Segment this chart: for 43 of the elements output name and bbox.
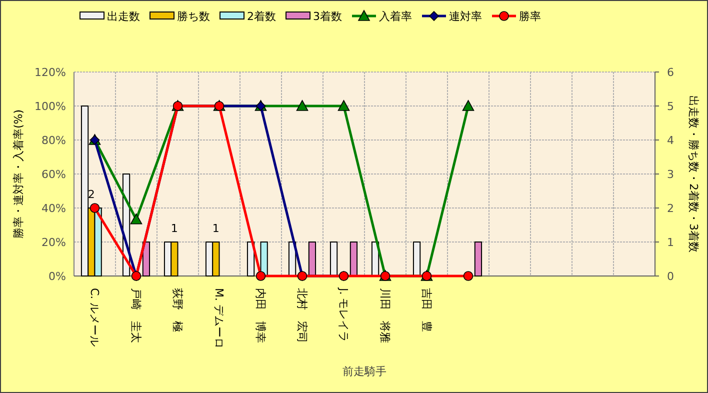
- data-label: 1: [212, 222, 220, 235]
- data-label: 2: [88, 188, 95, 201]
- y-tick-label: 80%: [42, 134, 66, 147]
- x-tick-label: 内田 博幸: [254, 288, 267, 343]
- y2-axis-title: 出走数・勝ち数・2着数・3着数: [687, 96, 700, 252]
- y2-tick-label: 1: [667, 236, 674, 249]
- point: [463, 271, 474, 281]
- x-tick-label: 川田 将雅: [378, 288, 392, 343]
- legend-label: 勝ち数: [177, 10, 210, 23]
- legend-label: 勝率: [519, 10, 541, 23]
- point: [90, 203, 100, 213]
- y2-tick-label: 3: [667, 168, 674, 181]
- point: [338, 100, 350, 111]
- x-tick-label: C. ルメール: [88, 288, 101, 347]
- y-tick-label: 20%: [42, 236, 66, 249]
- x-axis-title: 前走騎手: [342, 365, 386, 378]
- y2-tick-label: 2: [667, 202, 674, 215]
- point: [296, 100, 308, 111]
- y-tick-label: 0%: [48, 270, 66, 283]
- y2-tick-label: 5: [667, 100, 674, 113]
- y2-tick-label: 0: [667, 270, 674, 283]
- point: [462, 100, 474, 111]
- x-tick-label: J. モレイラ: [336, 287, 350, 342]
- legend-label: 出走数: [107, 10, 140, 23]
- legend-label: 2着数: [247, 10, 276, 23]
- legend-label: 入着率: [379, 10, 412, 23]
- y-tick-label: 60%: [42, 168, 66, 181]
- x-tick-label: 吉田 豊: [420, 288, 433, 332]
- y-tick-label: 100%: [34, 100, 66, 113]
- y-tick-label: 40%: [42, 202, 66, 215]
- data-label: 1: [170, 222, 178, 235]
- x-tick-label: 北村 宏司: [295, 288, 308, 343]
- legend-label: 連対率: [449, 10, 482, 23]
- y2-tick-label: 6: [667, 66, 674, 79]
- x-tick-label: 荻野 極: [170, 288, 184, 332]
- point: [130, 213, 142, 224]
- legend-label: 3着数: [313, 10, 342, 23]
- x-tick-label: 戸崎 圭太: [129, 288, 142, 343]
- y-tick-label: 120%: [34, 66, 66, 79]
- y-axis-title: 勝率・連対率・入着率(%): [12, 109, 25, 239]
- x-tick-label: M. デムーロ: [212, 288, 226, 348]
- point: [256, 271, 266, 281]
- y2-tick-label: 4: [667, 134, 674, 147]
